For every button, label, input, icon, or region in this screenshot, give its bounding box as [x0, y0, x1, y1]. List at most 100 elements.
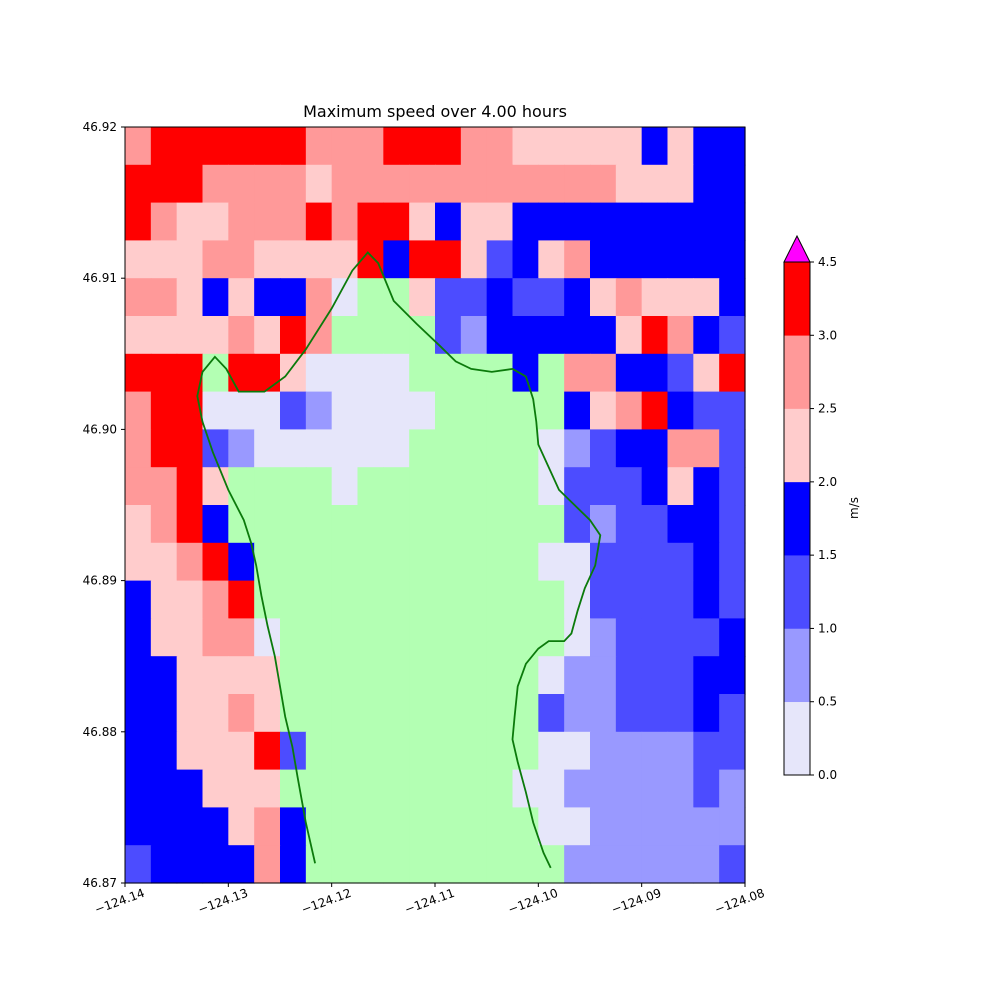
heatmap-cell — [305, 656, 333, 695]
heatmap-cell — [125, 731, 152, 771]
heatmap-cell — [719, 202, 746, 241]
heatmap-cell — [150, 731, 178, 771]
heatmap-cell — [357, 656, 384, 695]
heatmap-cell — [254, 429, 281, 468]
heatmap-cell — [486, 505, 514, 544]
heatmap-cell — [228, 505, 255, 544]
heatmap-cell — [228, 467, 255, 506]
heatmap-cell — [202, 807, 229, 846]
heatmap-cell — [150, 429, 178, 468]
heatmap-cell — [460, 580, 488, 619]
heatmap-cell — [409, 807, 436, 846]
heatmap-cell — [202, 240, 229, 279]
heatmap-cell — [150, 618, 178, 657]
heatmap-cell — [150, 845, 178, 884]
heatmap-cell — [357, 769, 384, 808]
x-axis: −124.14 −124.13 −124.12 −124.11 −124.10 −124.… — [93, 883, 767, 917]
heatmap-cell — [564, 202, 591, 241]
heatmap-cell — [538, 127, 565, 166]
heatmap-cell — [667, 731, 694, 771]
heatmap-cell — [719, 731, 746, 771]
heatmap-cell — [719, 807, 746, 846]
heatmap-cell — [512, 731, 539, 771]
heatmap-cell — [564, 353, 591, 393]
heatmap-cell — [176, 127, 204, 166]
heatmap-cell — [615, 164, 643, 204]
heatmap-cell — [486, 278, 514, 317]
y-tick-label: 46.91 — [83, 271, 117, 285]
colorbar-segment — [784, 481, 810, 556]
heatmap-cell — [667, 467, 694, 506]
heatmap-cell — [641, 580, 669, 619]
heatmap-cell — [564, 731, 591, 771]
heatmap-cell — [538, 769, 565, 808]
heatmap-cell — [280, 278, 307, 317]
y-tick-label: 46.92 — [83, 120, 117, 134]
heatmap-cell — [409, 505, 436, 544]
heatmap-cell — [512, 429, 539, 468]
heatmap-cell — [202, 353, 229, 393]
heatmap-cell — [176, 164, 204, 204]
heatmap-cell — [254, 731, 281, 771]
heatmap-cell — [590, 353, 617, 393]
heatmap-cell — [150, 542, 178, 582]
heatmap-cell — [641, 353, 669, 393]
heatmap-cell — [615, 845, 643, 884]
colorbar-tick-label: 0.0 — [818, 768, 837, 782]
heatmap-cell — [719, 618, 746, 657]
heatmap-cell — [228, 164, 255, 204]
heatmap-cell — [460, 353, 488, 393]
heatmap-cell — [383, 164, 410, 204]
heatmap-cell — [615, 202, 643, 241]
heatmap-cell — [383, 542, 410, 582]
heatmap-cell — [305, 240, 333, 279]
heatmap-cell — [150, 278, 178, 317]
heatmap-cell — [125, 467, 152, 506]
heatmap-cell — [254, 202, 281, 241]
heatmap-cell — [254, 278, 281, 317]
heatmap-cell — [176, 694, 204, 733]
heatmap-cell — [331, 353, 359, 393]
heatmap-cell — [667, 316, 694, 355]
heatmap-cell — [667, 127, 694, 166]
heatmap-cell — [150, 240, 178, 279]
heatmap-cell — [641, 769, 669, 808]
heatmap-cell — [615, 429, 643, 468]
x-tick-label: −124.08 — [713, 886, 767, 917]
heatmap-cell — [693, 580, 720, 619]
heatmap-cell — [228, 391, 255, 430]
heatmap-cell — [435, 505, 462, 544]
heatmap-cell — [280, 656, 307, 695]
heatmap-cell — [641, 240, 669, 279]
heatmap-cell — [486, 618, 514, 657]
heatmap-cell — [383, 316, 410, 355]
heatmap-cell — [150, 580, 178, 619]
heatmap-cell — [460, 807, 488, 846]
heatmap-cell — [719, 467, 746, 506]
heatmap-cell — [202, 391, 229, 430]
heatmap-cell — [641, 429, 669, 468]
heatmap-cell — [615, 316, 643, 355]
heatmap-cell — [202, 278, 229, 317]
heatmap-cell — [719, 542, 746, 582]
heatmap-cell — [615, 542, 643, 582]
heatmap-cell — [357, 467, 384, 506]
heatmap-cell — [357, 580, 384, 619]
heatmap-cell — [125, 580, 152, 619]
heatmap-cell — [667, 202, 694, 241]
heatmap-cell — [693, 542, 720, 582]
heatmap-cell — [460, 618, 488, 657]
heatmap-cell — [435, 731, 462, 771]
heatmap-cell — [305, 542, 333, 582]
heatmap-cell — [719, 240, 746, 279]
heatmap-cell — [331, 656, 359, 695]
heatmap-cell — [331, 618, 359, 657]
heatmap-cell — [409, 769, 436, 808]
heatmap-cell — [280, 845, 307, 884]
heatmap-cell — [641, 127, 669, 166]
heatmap-cell — [641, 316, 669, 355]
heatmap-cell — [435, 845, 462, 884]
heatmap-cell — [150, 316, 178, 355]
heatmap-cell — [409, 240, 436, 279]
heatmap-cell — [667, 769, 694, 808]
